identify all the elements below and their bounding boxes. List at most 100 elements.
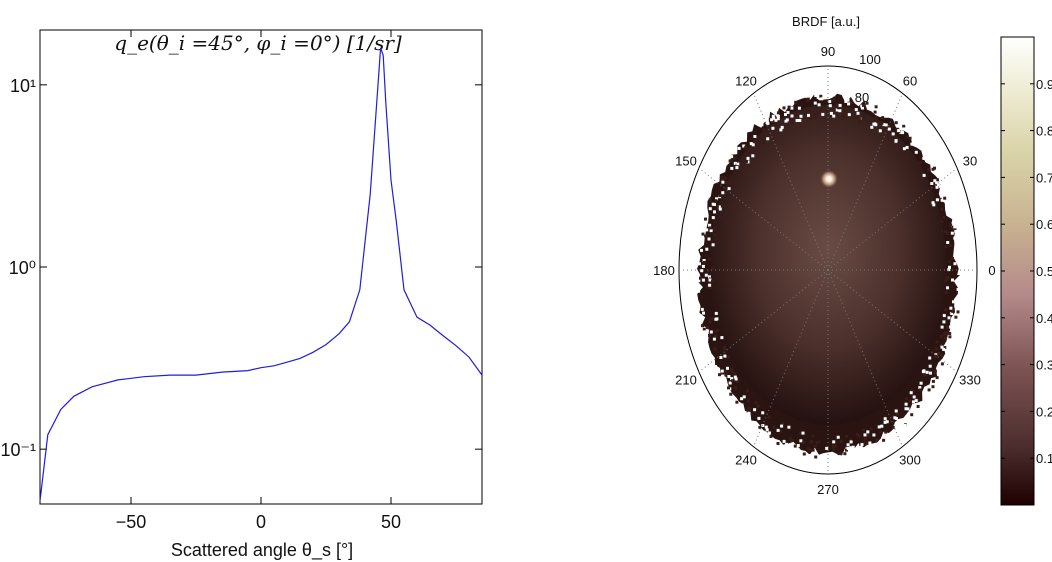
brdf-speckle (702, 327, 706, 331)
brdf-speckle (700, 307, 704, 311)
brdf-speckle (849, 440, 853, 444)
brdf-speckle (944, 330, 948, 334)
brdf-speckle (713, 233, 717, 237)
brdf-speckle (872, 433, 876, 437)
brdf-speckle (875, 438, 879, 442)
brdf-speckle (737, 146, 741, 150)
brdf-speckle (832, 448, 836, 452)
brdf-speckle (731, 370, 735, 374)
brdf-speckle (854, 108, 858, 112)
polar-radial-label: 100 (859, 52, 881, 67)
brdf-speckle (856, 111, 860, 115)
brdf-speckle (839, 452, 843, 455)
brdf-speckle (902, 127, 906, 131)
brdf-speckle (919, 381, 923, 385)
brdf-speckle (942, 320, 946, 324)
brdf-speckle (835, 108, 839, 112)
brdf-speckle (702, 311, 705, 315)
brdf-speckle (868, 441, 872, 445)
brdf-speckle (906, 407, 910, 411)
brdf-speckle (944, 308, 948, 312)
brdf-speckle (795, 119, 799, 122)
brdf-speckle (702, 259, 706, 262)
brdf-speckle (891, 138, 895, 142)
brdf-speckle (908, 133, 912, 137)
brdf-speckle (901, 131, 905, 135)
brdf-speckle (855, 432, 859, 436)
brdf-speckle (705, 285, 709, 289)
brdf-speckle (708, 198, 712, 202)
brdf-speckle (708, 207, 712, 211)
brdf-speckle (862, 441, 865, 445)
y-tick-label: 10¹ (10, 76, 36, 96)
brdf-speckle (720, 369, 724, 373)
brdf-speckle (918, 160, 922, 164)
brdf-speckle (953, 262, 957, 266)
y-tick-label: 10⁰ (9, 258, 36, 278)
polar-grid (679, 66, 977, 474)
brdf-speckle (850, 100, 853, 104)
brdf-speckle (751, 154, 755, 158)
brdf-speckle (726, 366, 729, 370)
brdf-speckle (730, 155, 734, 159)
brdf-speckle (838, 103, 842, 107)
brdf-speckle (874, 105, 878, 109)
brdf-speckle (940, 220, 944, 224)
brdf-speckle (953, 228, 957, 232)
brdf-speckle (877, 111, 881, 115)
brdf-speckle (724, 373, 728, 376)
brdf-speckle (895, 412, 899, 416)
brdf-speckle (931, 201, 935, 205)
brdf-speckle (828, 104, 832, 108)
brdf-speckle (715, 317, 719, 321)
brdf-speckle (802, 440, 806, 444)
brdf-speckle (893, 117, 897, 121)
brdf-speckle (912, 395, 916, 399)
brdf-speckle (832, 98, 836, 102)
brdf-speckle (949, 306, 953, 310)
brdf-speckle (935, 181, 939, 185)
brdf-speckle (931, 167, 935, 171)
brdf-speckle (819, 94, 823, 98)
brdf-speckle (701, 278, 705, 282)
brdf-speckle (947, 197, 951, 201)
brdf-speckle (753, 408, 757, 412)
brdf-speckle (891, 425, 895, 429)
brdf-speckle (720, 216, 723, 220)
colorbar-tick-label: 0.3 (1036, 358, 1052, 373)
brdf-speckle (945, 232, 949, 235)
brdf-speckle (790, 106, 794, 110)
brdf-speckle (954, 304, 958, 308)
brdf-speckle (910, 142, 914, 146)
brdf-speckle (766, 137, 770, 141)
brdf-speckle (760, 123, 764, 127)
brdf-speckle (947, 259, 951, 263)
brdf-speckle (754, 401, 758, 405)
brdf-speckle (882, 438, 886, 442)
brdf-speckle (867, 434, 870, 438)
brdf-speckle (762, 128, 766, 132)
brdf-speckle (835, 102, 839, 106)
brdf-speckle (861, 428, 865, 432)
brdf-speckle (701, 232, 705, 236)
brdf-speckle (813, 116, 817, 120)
brdf-speckle (799, 114, 803, 118)
brdf-speckle (942, 347, 946, 351)
brdf-speckle (863, 433, 867, 437)
brdf-speckle (902, 147, 906, 151)
brdf-speckle (954, 302, 958, 306)
brdf-speckle (727, 386, 730, 390)
brdf-speckle (728, 159, 732, 163)
brdf-speckle (757, 416, 761, 420)
brdf-speckle (831, 444, 835, 448)
brdf-speckle (780, 424, 784, 428)
brdf-speckle (742, 136, 746, 140)
brdf-speckle (776, 111, 780, 115)
brdf-speckle (732, 156, 736, 160)
brdf-speckle (955, 230, 959, 234)
brdf-speckle (884, 123, 888, 127)
brdf-speckle (696, 273, 700, 277)
brdf-speckle (802, 452, 806, 456)
brdf-speckle (708, 278, 712, 282)
brdf-speckle (925, 158, 929, 162)
